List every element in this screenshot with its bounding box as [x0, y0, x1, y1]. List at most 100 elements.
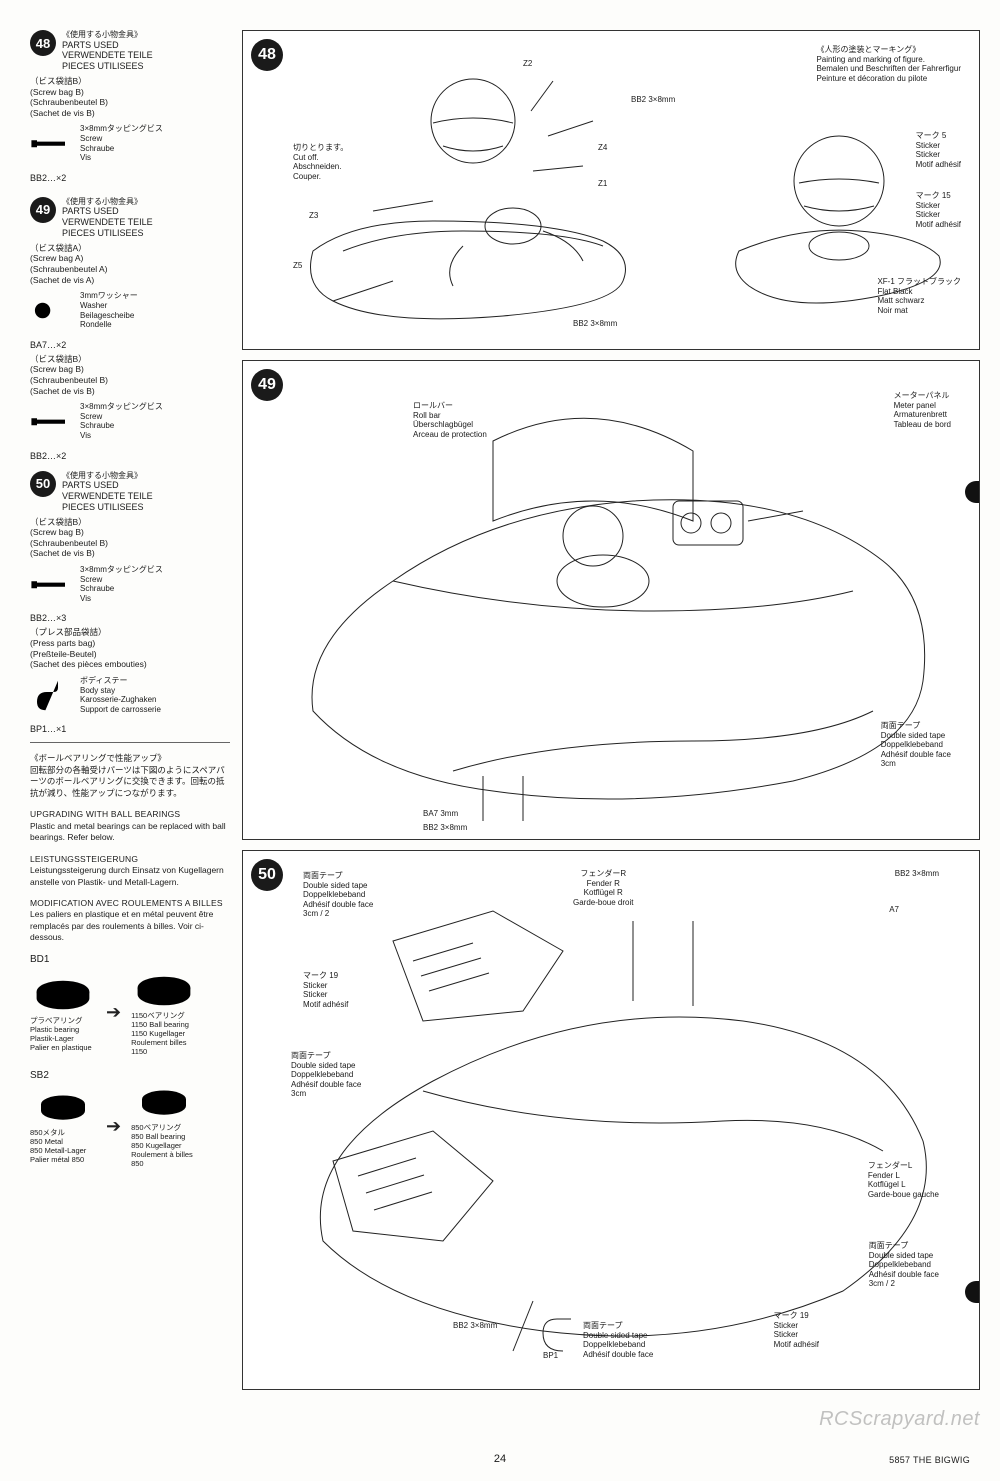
co-fr: Adhésif double face — [881, 750, 951, 760]
callout-bb2-50b: BB2 3×8mm — [453, 1321, 497, 1331]
bearing-from: プラベアリング Plastic bearing Plastik-Lager Pa… — [30, 973, 96, 1051]
parts-title-fr: PIECES UTILISEES — [62, 61, 153, 72]
callout-bb2-top: BB2 3×8mm — [631, 95, 675, 105]
callout-a7: A7 — [889, 905, 899, 915]
co-de: Doppelklebeband — [583, 1340, 653, 1350]
t-jp: 《使用する小物金具》 — [62, 197, 153, 207]
co-de: Bemalen und Beschriften der Fahrerfigur — [816, 64, 961, 74]
callout-z5: Z5 — [293, 261, 302, 271]
co-fr: Arceau de protection — [413, 430, 487, 440]
bag-de: (Schraubenbeutel B) — [30, 375, 230, 386]
co-jp: フェンダーL — [868, 1161, 939, 1171]
pid: BB2 — [30, 451, 47, 461]
part-text: 3×8mmタッピングビス Screw Schraube Vis — [80, 565, 163, 603]
co-fr: Motif adhésif — [774, 1340, 819, 1350]
co-en: Cut off. — [293, 153, 348, 163]
pid: BB2 — [30, 613, 47, 623]
bag-jp: （ビス袋詰B） — [30, 354, 230, 365]
callout-tape-50a: 両面テープ Double sided tape Doppelklebeband … — [303, 871, 373, 919]
callout-z2: Z2 — [523, 59, 532, 69]
cap-jp: 1150ベアリング — [131, 1011, 197, 1020]
co-de: Kotflügel R — [573, 888, 633, 898]
callout-painting: 《人形の塗装とマーキング》 Painting and marking of fi… — [816, 45, 961, 83]
pid: BA7 — [30, 340, 47, 350]
bearing-to: 1150ベアリング 1150 Ball bearing 1150 Kugella… — [131, 969, 197, 1056]
co-de: Sticker — [774, 1330, 819, 1340]
cap-jp: 850メタル — [30, 1128, 96, 1137]
bag-jp: （プレス部品袋詰） — [30, 627, 230, 638]
co-de: Matt schwarz — [877, 296, 961, 306]
co-en: Meter panel — [894, 401, 951, 411]
co-len: 3cm / 2 — [303, 909, 373, 919]
co-fr: Adhésif double face — [583, 1350, 653, 1360]
part-row-bb2-48: 3×8mmタッピングビス Screw Schraube Vis — [30, 124, 230, 162]
co-jp: マーク 19 — [303, 971, 348, 981]
callout-bp1: BP1 — [543, 1351, 558, 1361]
cap-en: 850 Ball bearing — [131, 1132, 197, 1141]
bag-fr: (Sachet des pièces embouties) — [30, 659, 230, 670]
co-jp: XF-1 フラットブラック — [877, 277, 961, 287]
bearing-icon — [30, 1090, 96, 1123]
part-en: Screw — [80, 575, 163, 585]
co-en: Double sided tape — [291, 1061, 361, 1071]
callout-mark5: マーク 5 Sticker Sticker Motif adhésif — [916, 131, 961, 169]
t-jp: 《使用する小物金具》 — [62, 471, 153, 481]
co-en: Double sided tape — [881, 731, 951, 741]
part-row-bb2-50: 3×8mmタッピングビス Screw Schraube Vis — [30, 565, 230, 603]
part-jp: 3mmワッシャー — [80, 291, 138, 301]
bag-note-49a: （ビス袋詰A） (Screw bag A) (Schraubenbeutel A… — [30, 243, 230, 286]
bearing-row-bd1: プラベアリング Plastic bearing Plastik-Lager Pa… — [30, 969, 230, 1056]
hdr-de: LEISTUNGSSTEIGERUNG — [30, 854, 230, 865]
bag-jp: （ビス袋詰B） — [30, 76, 230, 87]
co-de: Kotflügel L — [868, 1180, 939, 1190]
panel-badge-48: 48 — [251, 39, 283, 71]
part-en: Screw — [80, 134, 163, 144]
co-en: Fender R — [573, 879, 633, 889]
part-jp: 3×8mmタッピングビス — [80, 124, 163, 134]
part-fr: Vis — [80, 153, 163, 163]
co-jp: 両面テープ — [881, 721, 951, 731]
hdr-en: UPGRADING WITH BALL BEARINGS — [30, 809, 230, 820]
pqty: ×2 — [56, 340, 66, 350]
parts-title-de: VERWENDETE TEILE — [62, 50, 153, 61]
pqty: ×1 — [56, 724, 66, 734]
bag-de: (Schraubenbeutel B) — [30, 538, 230, 549]
panel-49: 49 ロールバー Rol — [242, 360, 980, 840]
washer-icon — [30, 300, 72, 321]
co-fr: Noir mat — [877, 306, 961, 316]
body-fr: Les paliers en plastique et en métal peu… — [30, 909, 230, 943]
co-jp: 切りとります。 — [293, 143, 348, 153]
callout-bb2-50t: BB2 3×8mm — [895, 869, 939, 879]
part-jp: ボディステー — [80, 676, 161, 686]
parts-title-en: PARTS USED — [62, 40, 153, 51]
co-en: Double sided tape — [869, 1251, 939, 1261]
callout-mark19b: マーク 19 Sticker Sticker Motif adhésif — [774, 1311, 819, 1349]
callout-fender-r: フェンダーR Fender R Kotflügel R Garde-boue d… — [573, 869, 633, 907]
callout-mark19a: マーク 19 Sticker Sticker Motif adhésif — [303, 971, 348, 1009]
cap-jp: 850ベアリング — [131, 1123, 197, 1132]
bearing-icon — [30, 973, 96, 1010]
bag-fr: (Sachet de vis A) — [30, 275, 230, 286]
bearing-icon — [131, 969, 197, 1006]
parts-title-50: 《使用する小物金具》 PARTS USED VERWENDETE TEILE P… — [62, 471, 153, 513]
bag-note-49b: （ビス袋詰B） (Screw bag B) (Schraubenbeutel B… — [30, 354, 230, 397]
co-jp: マーク 5 — [916, 131, 961, 141]
co-en: Flat Black — [877, 287, 961, 297]
co-en: Double sided tape — [303, 881, 373, 891]
part-de: Karosserie-Zughaken — [80, 695, 161, 705]
pid: BB2 — [30, 173, 47, 183]
callout-tape-50c: 両面テープ Double sided tape Doppelklebeband … — [869, 1241, 939, 1289]
part-de: Schraube — [80, 584, 163, 594]
bag-note-50a: （ビス袋詰B） (Screw bag B) (Schraubenbeutel B… — [30, 517, 230, 560]
part-row-bb2-49: 3×8mmタッピングビス Screw Schraube Vis — [30, 402, 230, 440]
cap-de: 1150 Kugellager — [131, 1029, 197, 1038]
part-id-bb2-50: BB2…×3 — [30, 613, 230, 623]
bearing-row-sb2: 850メタル 850 Metal 850 Metall-Lager Palier… — [30, 1085, 230, 1168]
co-de: Abschneiden. — [293, 162, 348, 172]
step-badge-48: 48 — [30, 30, 56, 56]
bag-en: (Screw bag B) — [30, 87, 230, 98]
co-fr: Tableau de bord — [894, 420, 951, 430]
screw-icon — [30, 136, 72, 151]
part-fr: Vis — [80, 594, 163, 604]
bag-note-48: （ビス袋詰B） (Screw bag B) (Schraubenbeutel B… — [30, 76, 230, 119]
